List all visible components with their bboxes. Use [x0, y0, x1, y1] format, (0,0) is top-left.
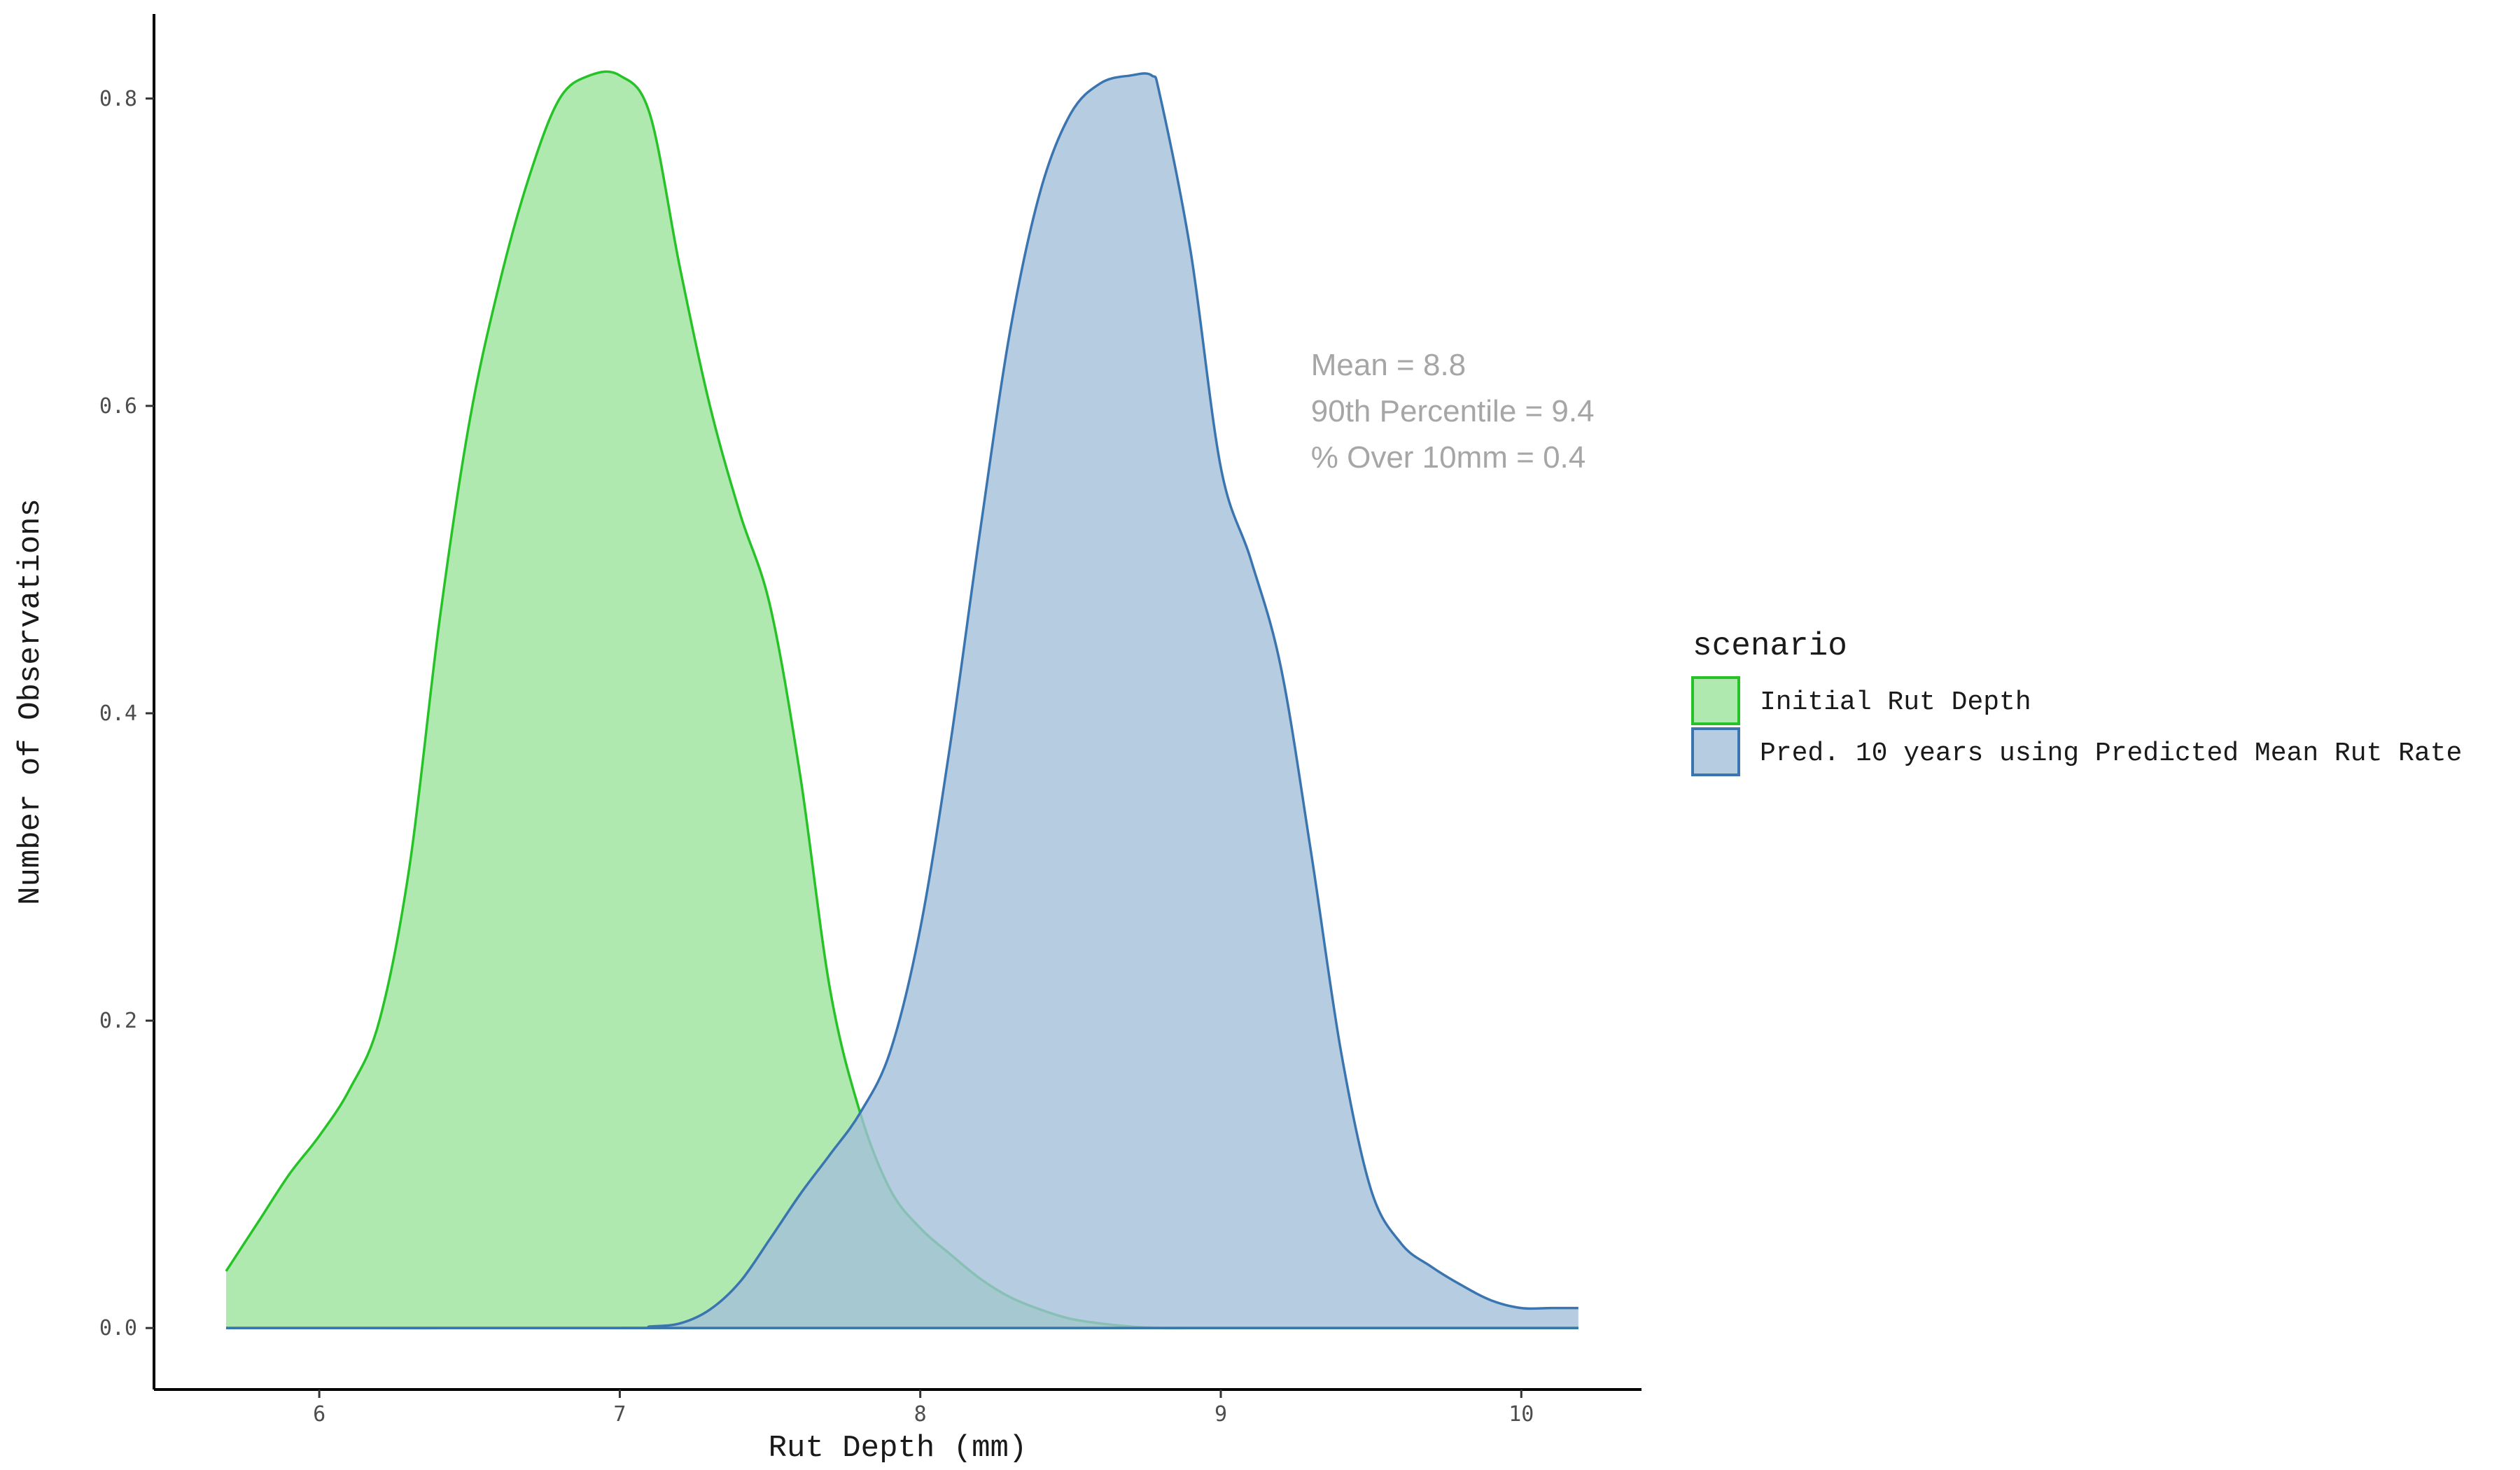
annotation-layer: Mean = 8.8 90th Percentile = 9.4 % Over 10…	[1311, 348, 1595, 475]
x-tick-label: 8	[914, 1402, 927, 1427]
legend-label: Initial Rut Depth	[1760, 687, 2031, 718]
x-tick-label: 10	[1508, 1402, 1534, 1427]
y-tick-label: 0.4	[99, 701, 137, 726]
legend-key	[1691, 676, 1740, 725]
legend-title: scenario	[1693, 628, 1847, 664]
series-layer	[225, 70, 1578, 1330]
x-tick-label: 9	[1214, 1402, 1227, 1427]
x-axis-title: Rut Depth (mm)	[769, 1431, 1028, 1466]
y-axis-title: Number of Observations	[13, 498, 48, 905]
density-area-1	[226, 73, 1578, 1329]
y-tick-label: 0.8	[99, 87, 137, 111]
x-tick-label: 6	[313, 1402, 326, 1427]
annotation-text: Mean = 8.8	[1311, 348, 1466, 382]
y-tick-label: 0.2	[99, 1009, 137, 1033]
legend: scenario Initial Rut Depth Pred. 10 years …	[1691, 628, 2462, 776]
legend-label: Pred. 10 years using Predicted Mean Rut …	[1760, 738, 2462, 769]
annotation-text: % Over 10mm = 0.4	[1311, 440, 1586, 475]
annotation-text: 90th Percentile = 9.4	[1311, 394, 1595, 428]
density-line-1	[225, 72, 1578, 1330]
legend-key	[1691, 727, 1740, 776]
density-area-0	[226, 71, 1578, 1329]
x-tick-label: 7	[613, 1402, 626, 1427]
y-tick-label: 0.0	[99, 1316, 137, 1340]
axes-layer: 6 7 8 9 10 0.0 0.2 0.4 0.6 0.8 Rut Depth (mm) Numbe…	[13, 14, 1642, 1466]
y-tick-label: 0.6	[99, 394, 137, 419]
